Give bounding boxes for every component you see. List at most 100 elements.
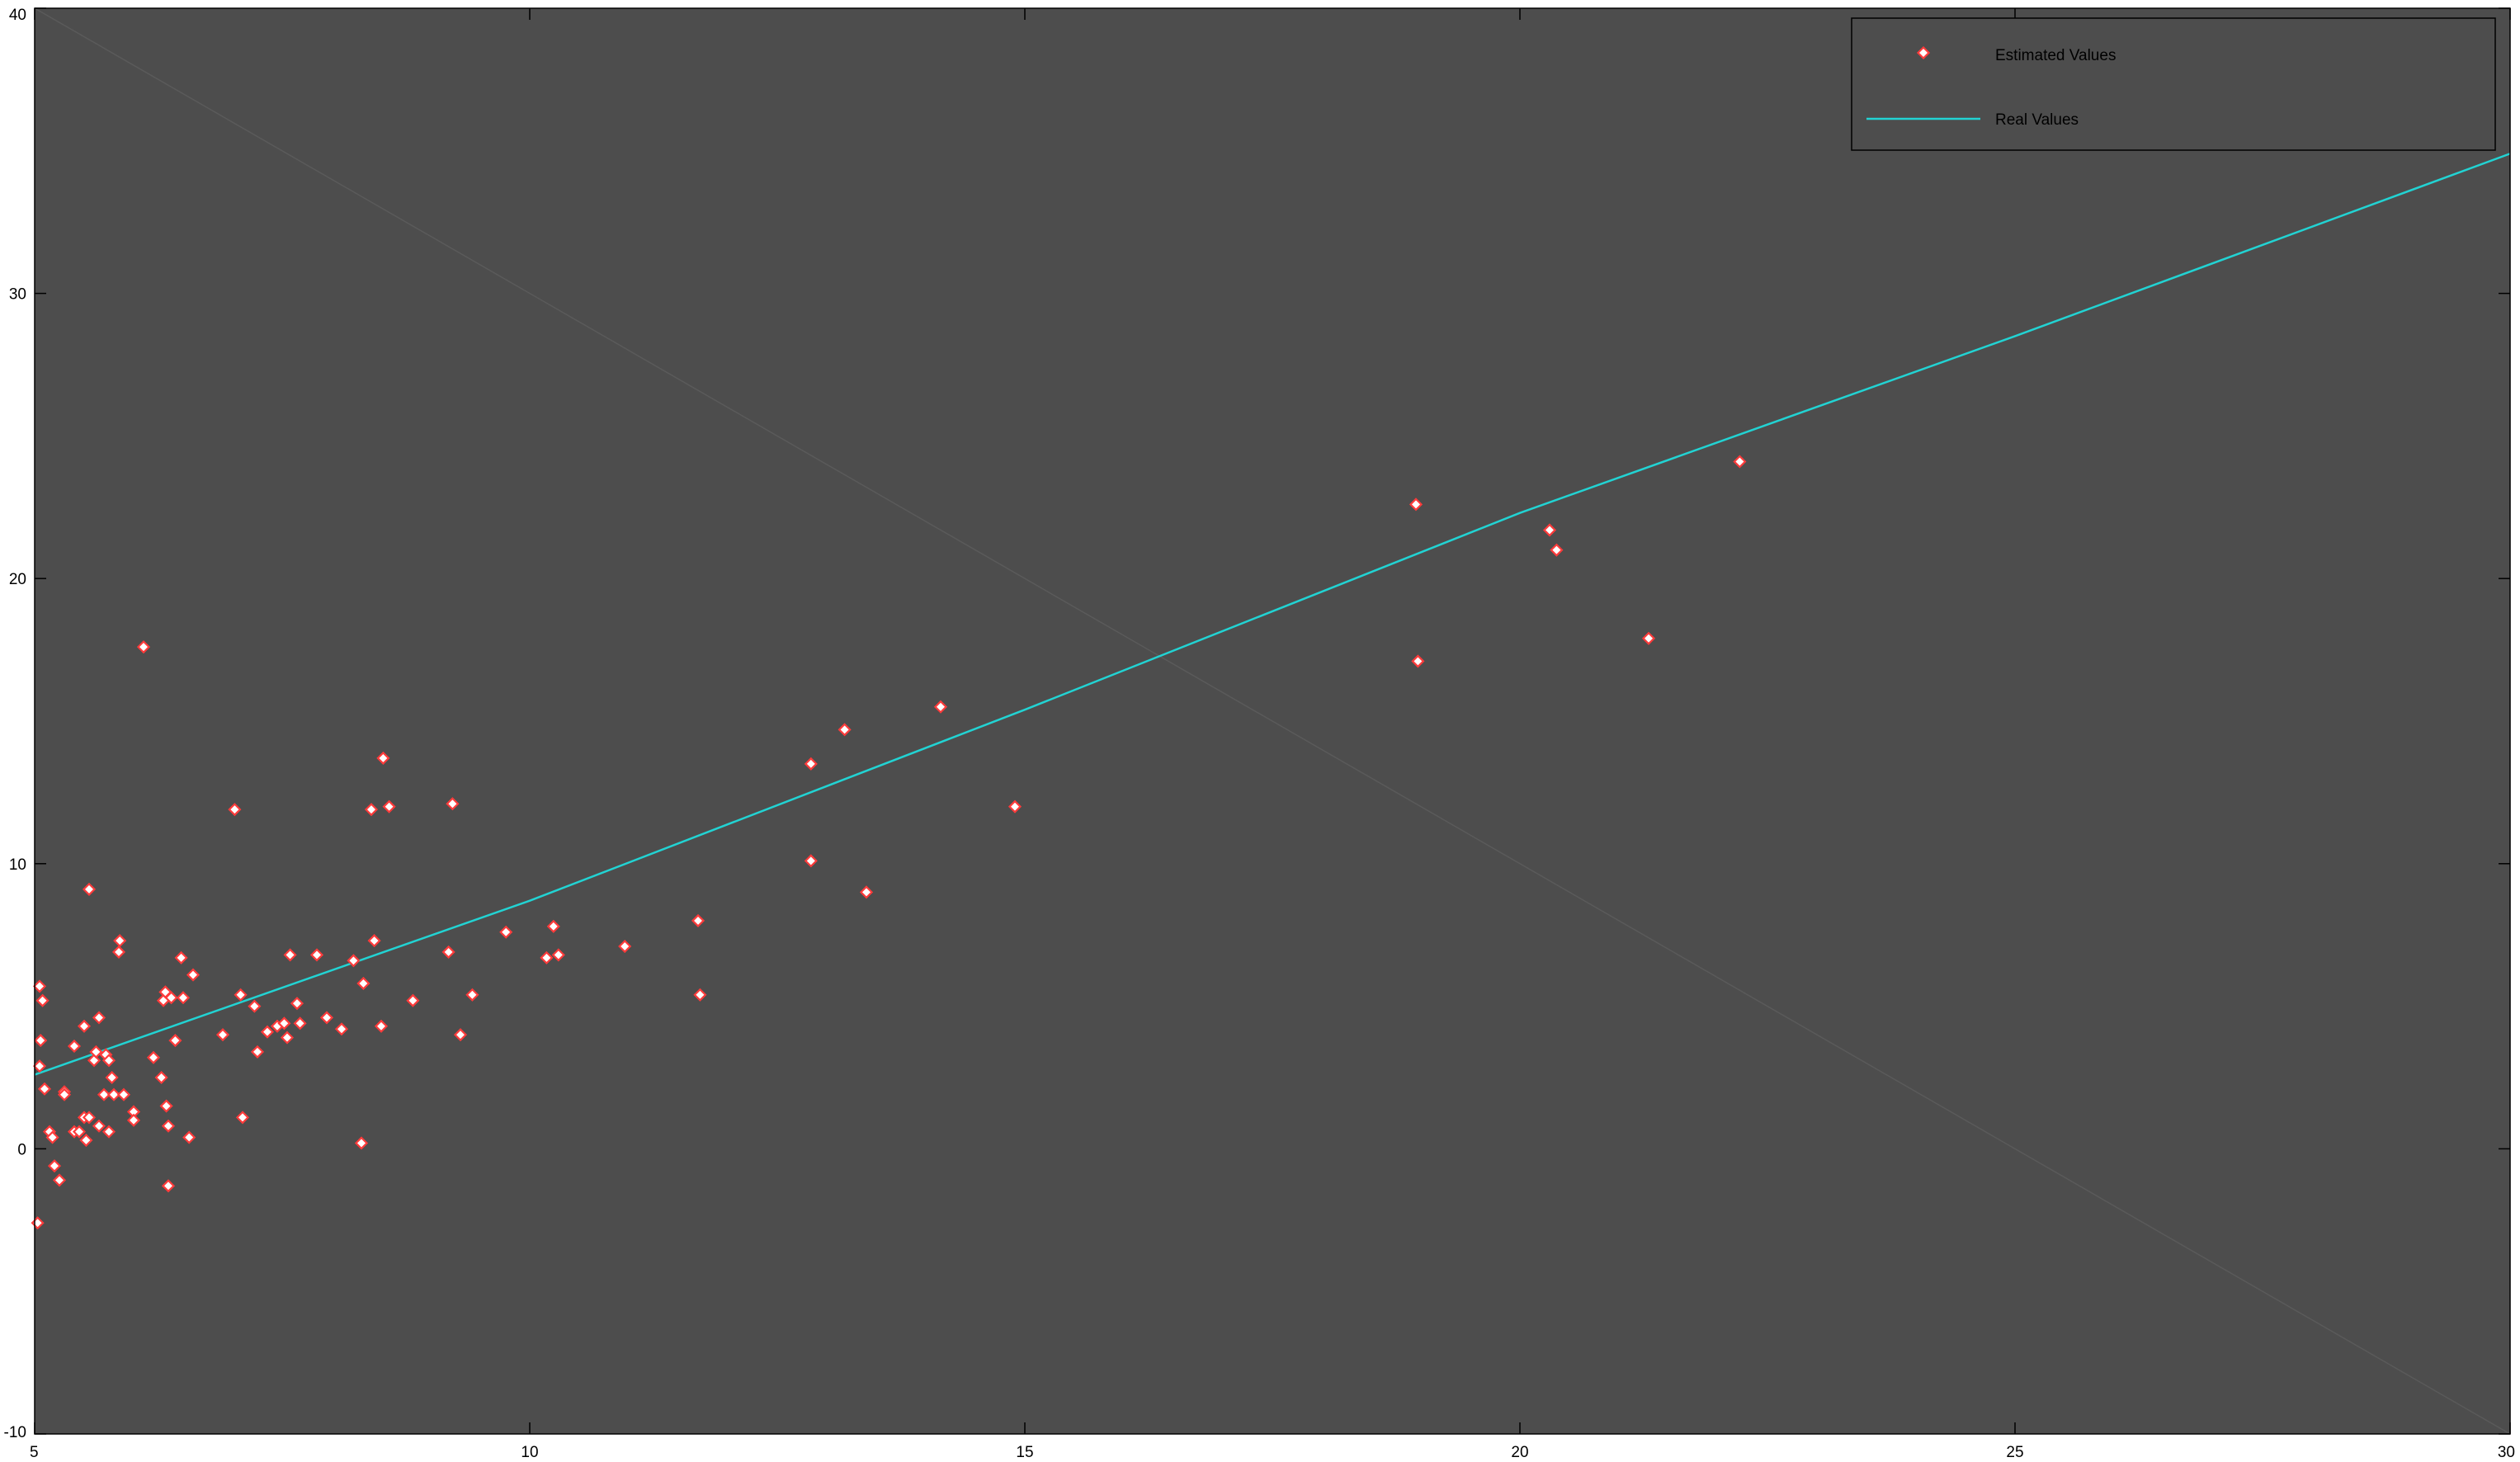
estimated-point (250, 1045, 265, 1059)
estimated-point (35, 993, 50, 1007)
estimated-point (277, 1016, 291, 1030)
estimated-point (235, 1111, 250, 1125)
estimated-point (228, 803, 242, 817)
estimated-point (1008, 799, 1022, 814)
estimated-point (176, 991, 191, 1005)
estimated-point (92, 1119, 106, 1133)
legend-real-label: Real Values (1995, 111, 2079, 129)
estimated-point (540, 950, 554, 964)
estimated-point (364, 803, 379, 817)
estimated-point (47, 1159, 62, 1173)
estimated-point (499, 925, 513, 939)
estimated-point (309, 948, 324, 962)
estimated-point (354, 1136, 369, 1150)
estimated-point (1641, 631, 1656, 645)
estimated-point (174, 950, 188, 964)
estimated-point (234, 988, 248, 1002)
y-tick-label: -10 (4, 1424, 26, 1441)
estimated-point (693, 988, 707, 1002)
estimated-point (356, 976, 370, 991)
estimated-point (101, 1054, 116, 1068)
estimated-point (37, 1082, 52, 1096)
estimated-point (116, 1087, 131, 1101)
legend-estimated-marker (1916, 45, 1931, 60)
estimated-point (215, 1028, 230, 1042)
x-tick-labels: 5 10 15 20 25 30 (30, 1444, 2515, 1461)
estimated-point (186, 968, 201, 982)
estimated-point (161, 1119, 176, 1133)
estimated-point (551, 948, 565, 962)
legend-estimated-label: Estimated Values (1995, 47, 2116, 64)
estimated-point (161, 1179, 176, 1193)
estimated-point (334, 1022, 349, 1036)
estimated-point (838, 723, 852, 737)
estimated-point (106, 1087, 121, 1101)
y-tick-label: 40 (9, 7, 26, 24)
x-tick-label: 15 (1016, 1444, 1033, 1461)
estimated-point (804, 757, 818, 771)
estimated-point (136, 640, 151, 654)
estimated-point (32, 1059, 47, 1073)
estimated-point (446, 797, 460, 811)
y-tick-label: 10 (9, 856, 26, 874)
estimated-point (441, 945, 455, 959)
estimated-point (67, 1039, 82, 1054)
estimated-point (34, 1034, 48, 1048)
estimated-point (146, 1050, 161, 1064)
estimated-point (248, 999, 262, 1013)
x-tick-label: 30 (2498, 1444, 2515, 1461)
estimated-point (159, 1099, 173, 1113)
estimated-point (52, 1173, 67, 1187)
legend-box (1851, 17, 2496, 151)
estimated-point (1733, 455, 1747, 469)
estimated-point (859, 885, 874, 899)
estimated-point (260, 1025, 275, 1039)
estimated-point (113, 934, 127, 948)
x-tick-label: 10 (521, 1444, 538, 1461)
legend: Estimated Values Real Values (1851, 17, 2496, 151)
estimated-point (154, 1070, 168, 1085)
estimated-point (283, 948, 297, 962)
estimated-point (290, 997, 304, 1011)
estimated-point (367, 934, 381, 948)
estimated-point (406, 993, 420, 1007)
estimated-values-points (31, 455, 1747, 1230)
estimated-point (453, 1028, 468, 1042)
estimated-point (82, 882, 97, 896)
estimated-point (546, 919, 560, 933)
y-tick-label: 0 (17, 1141, 26, 1158)
estimated-point (72, 1125, 87, 1139)
estimated-point (374, 1019, 389, 1033)
estimated-point (376, 751, 390, 765)
x-tick-label: 5 (30, 1444, 39, 1461)
estimated-point (1550, 543, 1564, 557)
estimated-point (79, 1133, 93, 1148)
y-tick-label: 30 (9, 286, 26, 304)
estimated-point (618, 939, 632, 954)
estimated-point (77, 1019, 92, 1033)
estimated-point (105, 1070, 119, 1085)
estimated-point (804, 854, 818, 868)
background-diagonal (34, 7, 2511, 1435)
estimated-point (1411, 654, 1425, 668)
legend-diamond (1916, 45, 1931, 60)
estimated-point (319, 1011, 334, 1025)
y-tick-label: 20 (9, 571, 26, 588)
estimated-point (57, 1087, 72, 1101)
real-values-line (34, 153, 2511, 1076)
estimated-point (182, 1130, 196, 1144)
estimated-point (97, 1087, 111, 1101)
estimated-point (82, 1111, 97, 1125)
x-tick-label: 20 (1511, 1444, 1528, 1461)
estimated-point (1409, 498, 1423, 512)
estimated-point (347, 954, 361, 968)
estimated-point (1542, 523, 1557, 537)
plot-border (34, 7, 2511, 1435)
estimated-point (293, 1016, 307, 1030)
estimated-point (126, 1113, 141, 1127)
y-tick-labels: -10 0 10 20 30 40 (4, 7, 26, 1441)
estimated-point (111, 945, 126, 959)
estimated-point (465, 988, 479, 1002)
estimated-point (89, 1045, 103, 1059)
